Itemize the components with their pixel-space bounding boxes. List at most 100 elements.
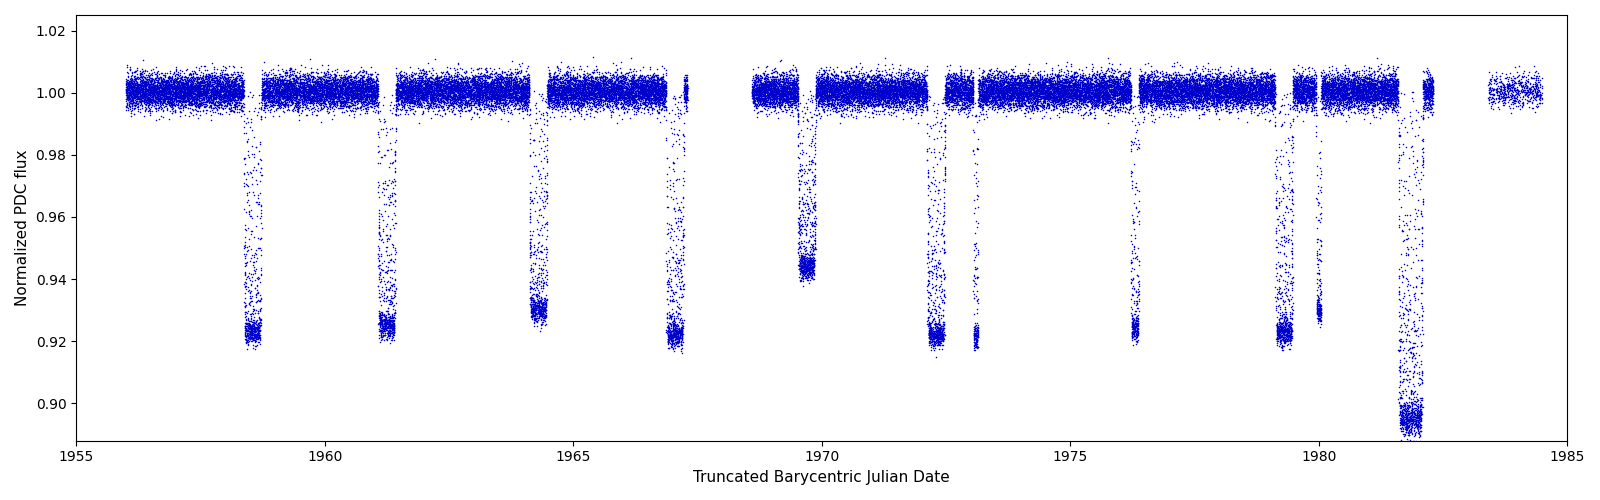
Point — [786, 260, 811, 268]
Point — [269, 82, 294, 90]
Point — [1014, 93, 1040, 101]
Point — [210, 110, 235, 118]
Point — [1477, 96, 1502, 104]
Point — [605, 80, 630, 88]
Point — [1021, 72, 1046, 80]
Point — [272, 80, 298, 88]
Point — [1258, 88, 1283, 96]
Point — [1053, 77, 1078, 85]
Point — [643, 70, 669, 78]
Point — [1181, 76, 1206, 84]
Point — [122, 101, 147, 109]
Point — [198, 84, 224, 92]
Point — [862, 102, 888, 110]
Point — [610, 90, 635, 98]
Point — [1352, 114, 1378, 122]
Point — [413, 94, 438, 102]
Point — [653, 81, 678, 89]
Point — [942, 94, 968, 102]
Point — [610, 92, 635, 100]
Point — [1362, 84, 1387, 92]
Point — [1269, 322, 1294, 330]
Point — [630, 88, 656, 96]
Point — [590, 82, 616, 90]
Point — [1258, 86, 1283, 94]
Point — [885, 86, 910, 94]
Point — [1021, 82, 1046, 90]
Point — [1339, 88, 1365, 96]
Point — [811, 90, 837, 98]
Point — [530, 196, 555, 204]
Point — [478, 92, 504, 100]
Point — [672, 90, 698, 98]
Point — [1318, 88, 1344, 96]
Point — [933, 121, 958, 129]
Point — [760, 90, 786, 98]
Point — [187, 89, 213, 97]
Point — [1154, 88, 1179, 96]
Point — [528, 310, 554, 318]
Point — [1202, 91, 1227, 99]
Point — [931, 290, 957, 298]
Point — [437, 92, 462, 100]
Point — [1181, 80, 1206, 88]
Point — [342, 88, 368, 96]
Point — [179, 98, 205, 106]
Point — [806, 84, 832, 92]
Point — [1093, 88, 1118, 96]
Point — [275, 100, 301, 108]
Point — [434, 80, 459, 88]
Point — [219, 106, 245, 114]
Point — [976, 80, 1002, 88]
Point — [1360, 101, 1386, 109]
Point — [480, 77, 506, 85]
Point — [466, 72, 491, 80]
Point — [296, 77, 322, 85]
Point — [173, 94, 198, 102]
Point — [125, 84, 150, 92]
Point — [966, 102, 992, 110]
Point — [178, 84, 203, 92]
Point — [960, 100, 986, 108]
Point — [232, 328, 258, 336]
Point — [1392, 428, 1418, 436]
Point — [1080, 83, 1106, 91]
Point — [155, 78, 181, 86]
Point — [184, 80, 210, 88]
Point — [1158, 88, 1184, 96]
Point — [821, 82, 846, 90]
Point — [178, 87, 203, 95]
Point — [222, 90, 248, 98]
Point — [518, 310, 544, 318]
Point — [475, 86, 501, 94]
Point — [336, 94, 362, 102]
Point — [1077, 92, 1102, 100]
Point — [1368, 74, 1394, 82]
Point — [1285, 80, 1310, 88]
Point — [469, 81, 494, 89]
Point — [1131, 83, 1157, 91]
Point — [866, 86, 891, 94]
Point — [251, 94, 277, 102]
Point — [478, 102, 504, 110]
Point — [1043, 90, 1069, 98]
Point — [355, 92, 381, 100]
Point — [878, 100, 904, 108]
Point — [579, 84, 605, 92]
Point — [565, 90, 590, 98]
Point — [642, 92, 667, 100]
Point — [741, 78, 766, 86]
Point — [378, 179, 403, 187]
Point — [432, 74, 458, 82]
Point — [1275, 278, 1301, 286]
Point — [462, 82, 488, 90]
Point — [1187, 86, 1213, 94]
Point — [230, 92, 256, 100]
Point — [1160, 80, 1186, 88]
Point — [798, 270, 824, 278]
Point — [179, 84, 205, 92]
Point — [656, 319, 682, 327]
Point — [822, 74, 848, 82]
Point — [960, 94, 986, 102]
Point — [357, 86, 382, 94]
